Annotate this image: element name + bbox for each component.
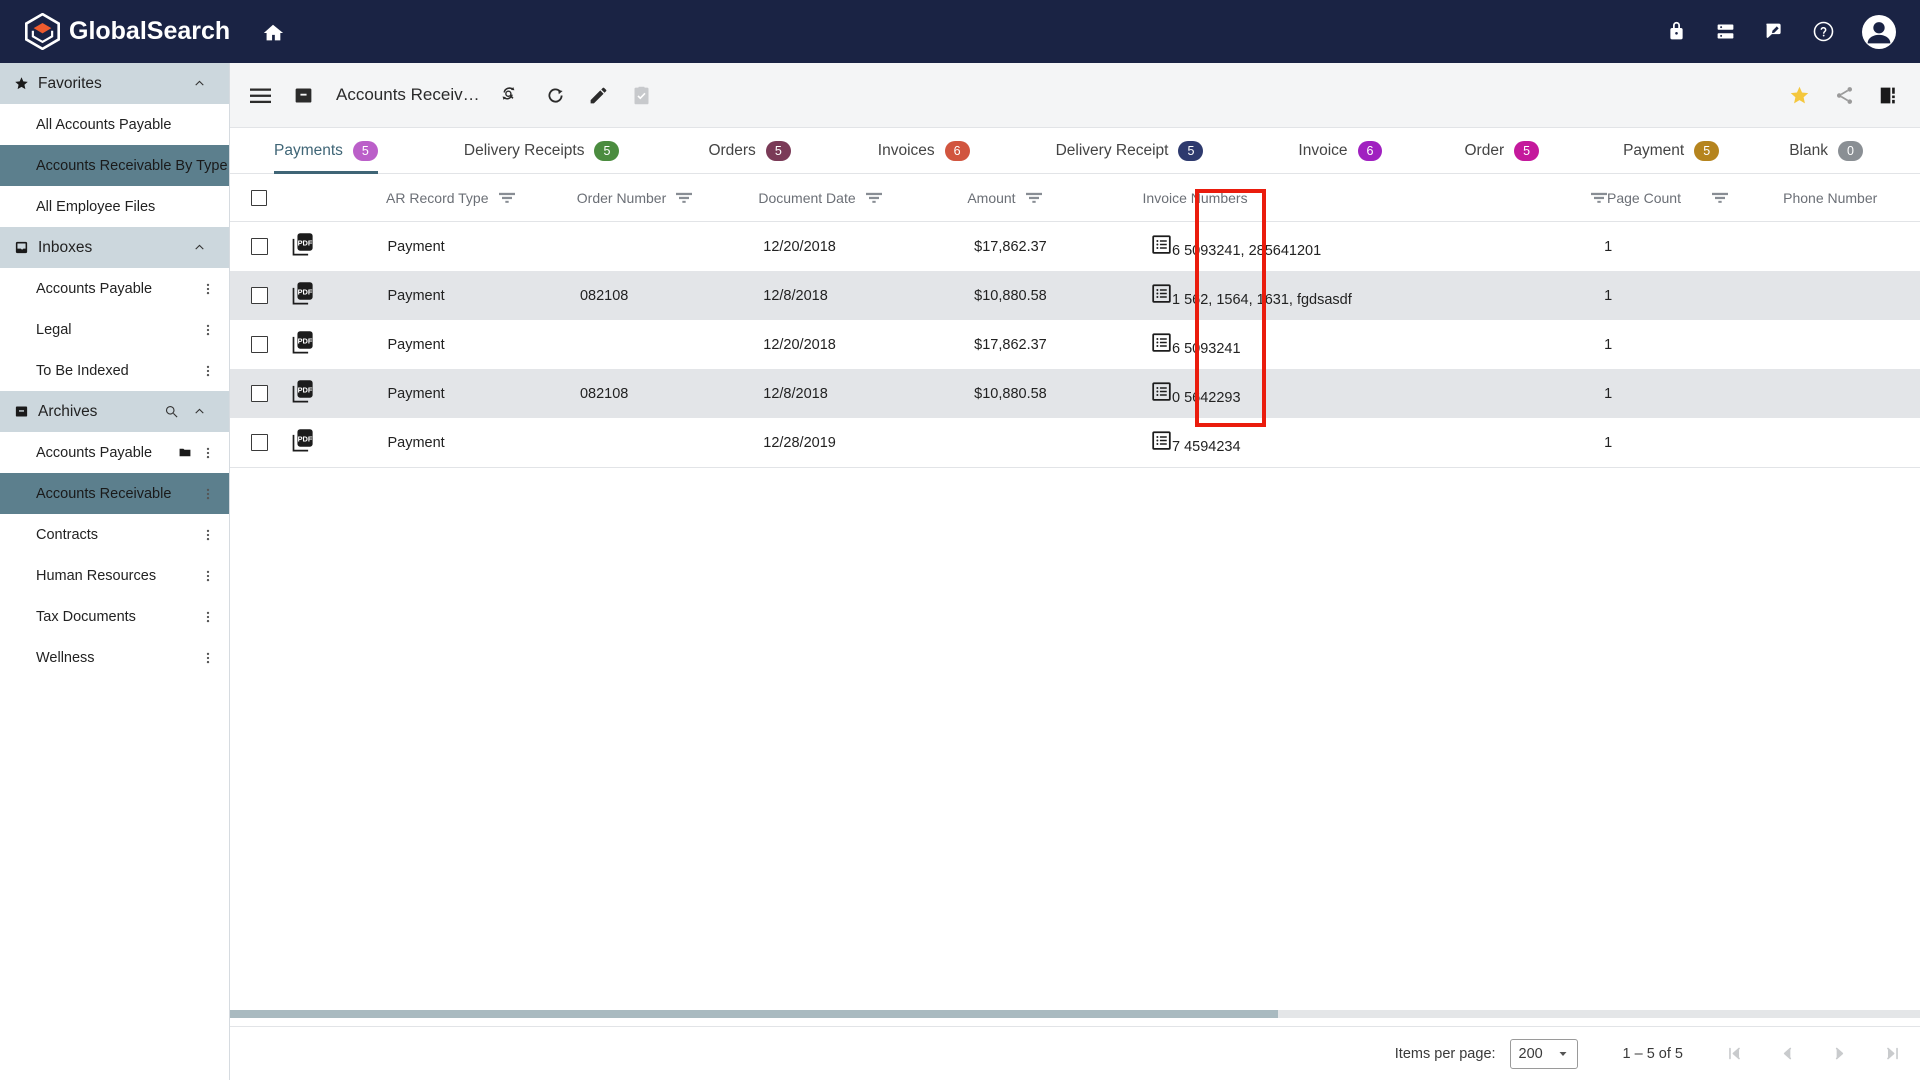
- svg-text:PDF: PDF: [298, 434, 313, 443]
- svg-text:PDF: PDF: [298, 336, 313, 345]
- svg-text:PDF: PDF: [298, 238, 313, 247]
- svg-text:PDF: PDF: [298, 385, 313, 394]
- svg-text:PDF: PDF: [298, 287, 313, 296]
